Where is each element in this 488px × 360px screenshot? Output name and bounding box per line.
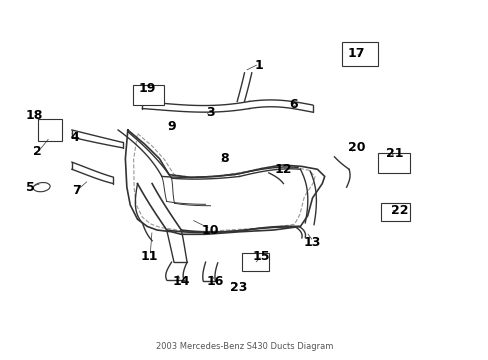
Text: 12: 12 <box>274 163 291 176</box>
Text: 1: 1 <box>254 59 263 72</box>
Ellipse shape <box>33 183 50 192</box>
Bar <box>377 153 409 173</box>
Text: 6: 6 <box>288 99 297 112</box>
Text: 17: 17 <box>347 47 365 60</box>
Text: 18: 18 <box>26 109 43 122</box>
Text: 22: 22 <box>390 204 408 217</box>
Bar <box>38 119 62 141</box>
Text: 16: 16 <box>206 275 224 288</box>
Text: 15: 15 <box>252 250 270 263</box>
Text: 23: 23 <box>229 281 247 294</box>
Bar <box>242 253 268 271</box>
Text: 7: 7 <box>72 184 81 197</box>
Text: 21: 21 <box>386 147 403 160</box>
Bar <box>341 42 377 66</box>
Text: 14: 14 <box>172 275 190 288</box>
Text: 4: 4 <box>70 131 79 144</box>
Text: 5: 5 <box>26 181 35 194</box>
Text: 9: 9 <box>167 120 176 133</box>
Bar <box>380 203 409 221</box>
Bar <box>132 85 164 105</box>
Polygon shape <box>125 130 324 234</box>
Text: 2: 2 <box>33 145 42 158</box>
Text: 8: 8 <box>220 152 229 165</box>
Text: 2003 Mercedes-Benz S430 Ducts Diagram: 2003 Mercedes-Benz S430 Ducts Diagram <box>156 342 332 351</box>
Text: 10: 10 <box>202 224 219 237</box>
Text: 3: 3 <box>206 105 214 119</box>
Text: 11: 11 <box>141 250 158 263</box>
Text: 13: 13 <box>303 236 321 249</box>
Text: 20: 20 <box>347 141 365 154</box>
Text: 19: 19 <box>138 82 156 95</box>
